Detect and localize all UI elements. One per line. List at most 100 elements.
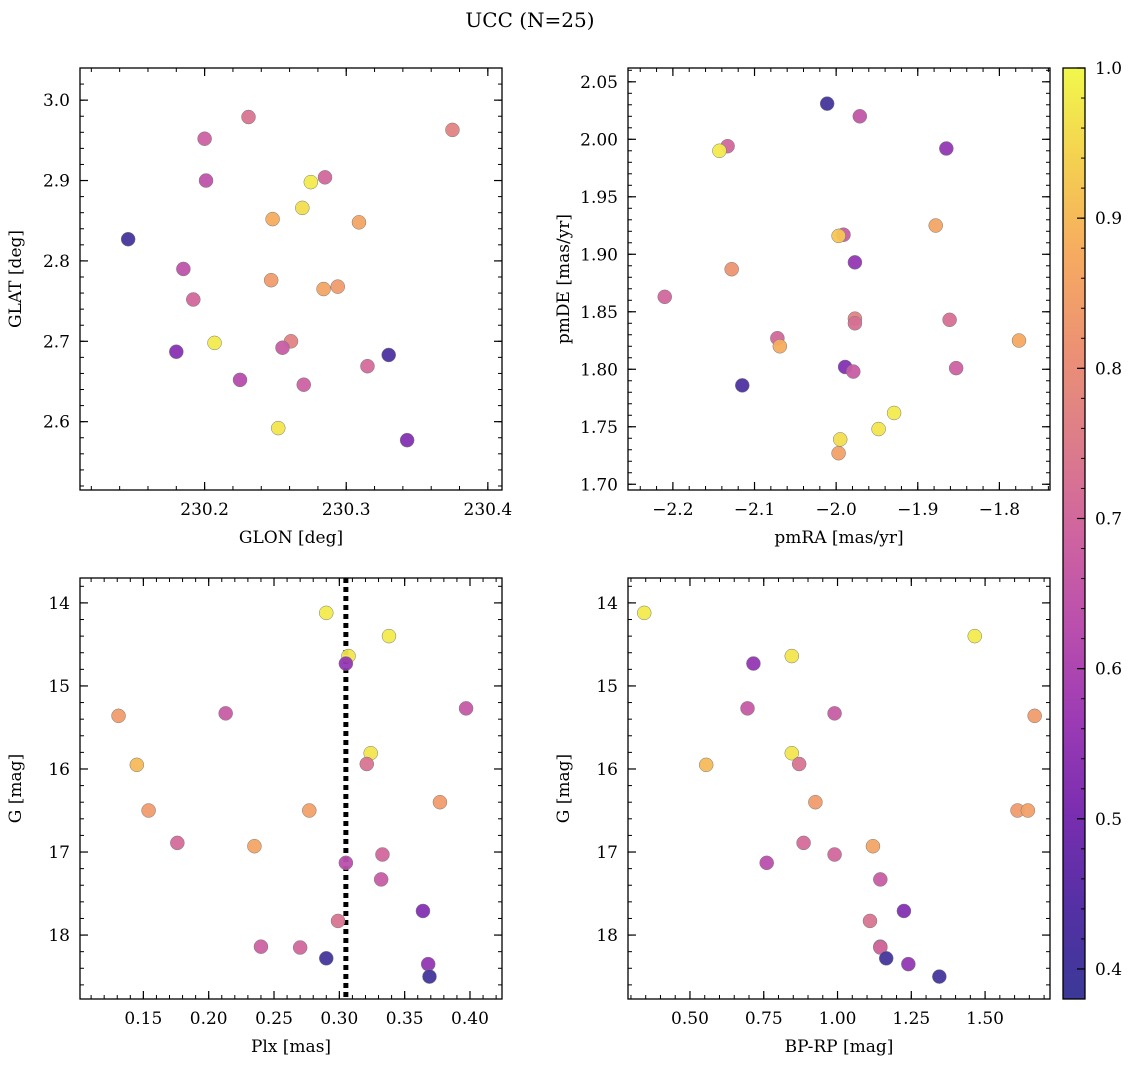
scatter-point [186, 292, 201, 307]
y-tick-label: 18 [48, 926, 70, 946]
plot-area [120, 109, 460, 448]
colorbar-tick-label: 0.5 [1095, 810, 1122, 830]
x-tick-label: −2.0 [816, 500, 857, 520]
scatter-point [636, 605, 652, 621]
x-axis-label: GLON [deg] [239, 528, 343, 548]
y-tick-label: 15 [48, 677, 70, 697]
scatter-point [772, 339, 788, 354]
y-tick-label: 16 [48, 760, 70, 780]
y-axis-label: pmDE [mas/yr] [554, 214, 574, 344]
scatter-point [316, 281, 331, 297]
colorbar: 0.4 0.5 0.6 0.7 0.8 0.9 1.0 [1062, 59, 1122, 1000]
x-tick-label: 1.25 [892, 1009, 930, 1029]
scatter-point [338, 855, 354, 871]
scatter-point [740, 701, 755, 716]
scatter-point [796, 835, 811, 851]
scatter-point [275, 340, 290, 355]
scatter-point [967, 628, 982, 644]
scatter-point [360, 358, 375, 374]
scatter-point [375, 847, 390, 862]
scatter-point [111, 708, 126, 724]
plot-area [636, 605, 1042, 984]
scatter-point [942, 312, 957, 328]
y-tick-label: 15 [596, 677, 618, 697]
scatter-point [317, 170, 333, 185]
scatter-point [791, 756, 807, 772]
x-tick-label: 230.4 [464, 500, 513, 520]
scatter-point [198, 173, 214, 188]
scatter-point [241, 109, 256, 125]
scatter-point [338, 656, 354, 671]
scatter-point [445, 122, 460, 138]
scatter-point [197, 131, 212, 146]
colorbar-tick-label: 0.9 [1095, 209, 1122, 229]
scatter-point [330, 913, 346, 929]
scatter-point [832, 432, 848, 447]
axes-frame [627, 67, 1051, 491]
scatter-point [319, 951, 334, 966]
y-tick-label: 1.90 [580, 245, 618, 265]
scatter-point [831, 445, 846, 461]
scatter-point [928, 218, 943, 233]
scatter-point [302, 803, 317, 818]
scatter-point [724, 261, 739, 277]
x-tick-label: 230.3 [322, 500, 371, 520]
y-tick-label: 1.80 [580, 360, 618, 380]
colorbar-tick-label: 0.7 [1095, 509, 1122, 529]
plot-area [657, 96, 1027, 461]
scatter-point [1011, 333, 1027, 348]
panel-plx-g: 0.15 0.20 0.25 0.30 0.35 0.40 14 15 16 17 18 Plx [m… [6, 577, 503, 1057]
x-axis-label: pmRA [mas/yr] [774, 528, 903, 548]
scatter-point [901, 956, 916, 972]
y-tick-label: 2.9 [43, 172, 70, 192]
scatter-point [862, 913, 878, 929]
scatter-point [253, 939, 269, 954]
scatter-point [827, 847, 842, 862]
scatter-point [831, 228, 846, 244]
x-tick-label: 0.75 [745, 1009, 783, 1029]
scatter-point [458, 701, 474, 716]
x-tick-label: −1.8 [979, 500, 1020, 520]
scatter-point [846, 364, 861, 379]
y-axis-label: G [mag] [554, 754, 574, 823]
scatter-point [218, 706, 233, 721]
y-tick-label: 2.6 [43, 413, 70, 433]
scatter-point [698, 757, 714, 773]
plot-area [111, 578, 474, 999]
x-tick-label: 0.40 [451, 1009, 489, 1029]
panel-bprp-g: 0.50 0.75 1.00 1.25 1.50 14 15 16 17 18 BP-RP [mag… [554, 577, 1051, 1057]
scatter-point [141, 803, 156, 818]
scatter-point [939, 141, 954, 156]
y-tick-label: 16 [596, 760, 618, 780]
y-tick-label: 1.85 [580, 303, 618, 323]
scatter-point [330, 279, 345, 294]
x-tick-label: 0.50 [671, 1009, 709, 1029]
scatter-point [303, 174, 319, 190]
colorbar-gradient [1062, 67, 1086, 1000]
y-tick-label: 2.00 [580, 130, 618, 150]
scatter-point [263, 272, 279, 288]
scatter-point [827, 706, 842, 721]
y-tick-label: 14 [48, 594, 70, 614]
scatter-point [359, 756, 375, 772]
scatter-point [948, 360, 964, 376]
colorbar-tick-label: 0.6 [1095, 660, 1122, 680]
scatter-point [422, 969, 437, 984]
scatter-point [232, 372, 248, 388]
x-tick-label: 0.25 [255, 1009, 293, 1029]
scatter-point [296, 377, 311, 392]
x-tick-label: 230.2 [180, 500, 229, 520]
scatter-point [432, 794, 448, 810]
scatter-point [373, 872, 389, 887]
axes-frame [79, 577, 503, 1000]
y-tick-label: 2.8 [43, 252, 70, 272]
axes-frame [79, 67, 503, 491]
scatter-point [808, 794, 823, 810]
scatter-point [712, 143, 727, 159]
scatter-point [1027, 708, 1042, 724]
scatter-point [746, 656, 761, 671]
y-tick-label: 18 [596, 926, 618, 946]
x-tick-label: 1.00 [819, 1009, 857, 1029]
x-tick-label: 1.50 [966, 1009, 1004, 1029]
